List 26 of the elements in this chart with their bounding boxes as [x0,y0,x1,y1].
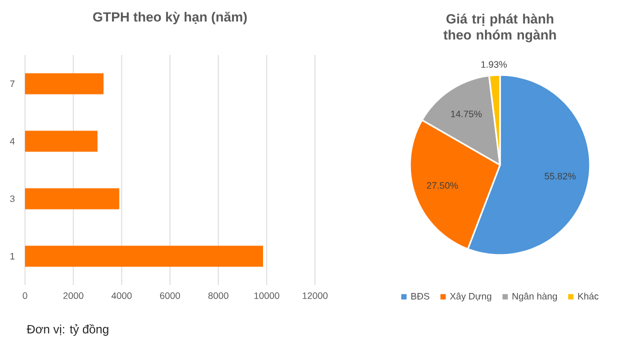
bar [25,73,104,94]
chart-title: Giá trị phát hành theo nhóm ngành [444,14,556,42]
x-tick-label: 12000 [302,292,328,299]
bar [25,188,120,210]
bar [25,246,264,267]
legend-label: BĐS [411,292,430,300]
data-label: 55.82% [544,172,576,180]
x-tick-label: 4000 [112,292,132,299]
chart-title: GTPH theo kỳ hạn (năm) [93,12,247,24]
y-tick-label: 3 [10,195,15,202]
x-tick-label: 6000 [160,292,180,299]
legend-label: Khác [578,292,598,300]
x-tick-label: 10000 [254,292,280,299]
data-label: 14.75% [451,110,482,118]
legend-label: Ngân hàng [512,292,557,302]
data-label: 1.93% [481,61,507,68]
y-tick-label: 1 [10,253,14,260]
y-tick-label: 7 [10,80,14,87]
x-tick-label: 0 [22,292,28,299]
data-label: 27.50% [426,182,458,189]
x-tick-label: 8000 [208,292,228,299]
y-tick-label: 4 [10,138,15,144]
bar [25,130,98,152]
text: Đơn vị: tỷ đồng [26,324,108,336]
x-tick-label: 2000 [63,292,84,299]
legend-label: Xây Dựng [450,292,492,302]
